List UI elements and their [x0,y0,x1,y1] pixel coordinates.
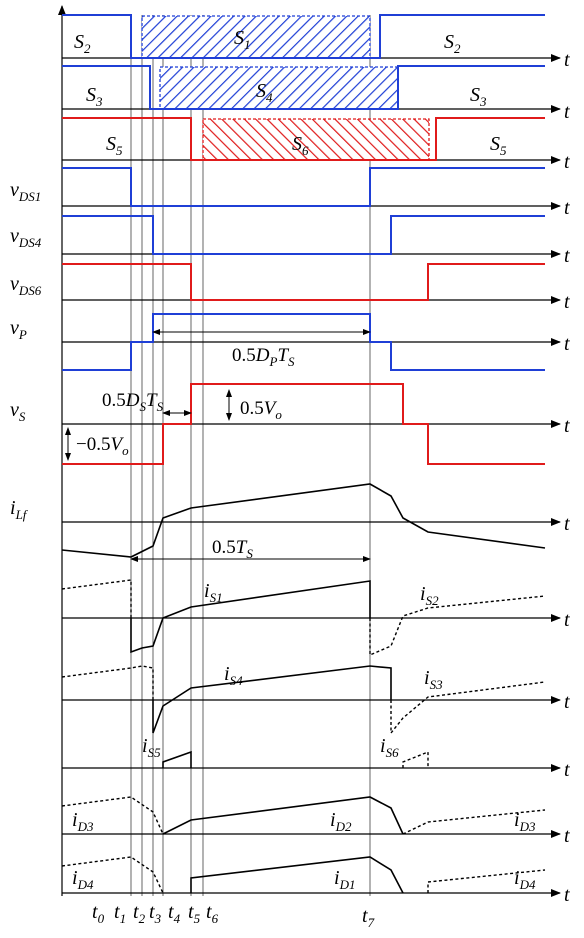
axis-t-10: t [564,609,570,631]
svg-text:iS6: iS6 [380,735,399,760]
svg-text:S4: S4 [256,80,273,105]
id4-id1-waveform: iD4 iD1 iD4 t [61,856,570,906]
svg-text:iD3: iD3 [514,809,536,834]
svg-text:iLf: iLf [10,497,29,522]
ts-annotation: 0.5TS [212,537,253,561]
time-instant-labels: t0 t1 t2 t3 t4 t5 t6 t7 [92,901,375,930]
vds6-waveform: vDS6 t [10,263,570,313]
gate-row-s1-s2: S2 S1 S2 t [62,14,570,71]
t1-label: t1 [114,901,126,926]
ds-annotation: 0.5DSTS [102,390,164,414]
t2-label: t2 [133,901,146,926]
svg-text:iD3: iD3 [72,809,94,834]
svg-text:S3: S3 [470,84,487,109]
svg-text:vDS1: vDS1 [10,179,41,204]
vp-waveform: vP 0.5DPTS t [10,313,570,371]
s2-gate-wave [62,14,545,59]
t4-label: t4 [168,901,181,926]
svg-text:S1: S1 [234,27,251,52]
svg-text:iS2: iS2 [420,583,439,608]
id3-id2-waveform: iD3 iD2 iD3 t [61,796,570,847]
is1-is2-waveform: iS1 iS2 t [61,579,570,657]
vo-neg-annotation: −0.5Vo [76,434,129,458]
vds1-waveform: vDS1 t [10,167,570,219]
s3-gate-wave [62,65,545,110]
svg-text:S6: S6 [292,133,309,158]
gate-row-s3-s4: S3 S4 S3 t [62,65,570,123]
gate-row-s5-s6: S5 S6 S5 t [62,117,570,173]
s5-gate-wave [62,117,545,161]
axis-t-4: t [564,197,570,219]
vs-waveform: vS 0.5DSTS 0.5Vo −0.5Vo t [10,383,570,465]
svg-text:iD4: iD4 [72,867,94,892]
axis-t-13: t [564,825,570,847]
svg-text:S5: S5 [490,133,507,158]
axis-t-7: t [564,333,570,355]
axis-t-9: t [564,513,570,535]
svg-text:S2: S2 [74,31,91,56]
axis-t-11: t [564,691,570,713]
t6-label: t6 [206,901,219,926]
s6-on-region [202,118,430,161]
t7-label: t7 [362,905,375,930]
is5-is6-waveform: iS5 iS6 t [62,735,570,781]
t3-label: t3 [149,901,162,926]
axis-t-14: t [564,884,570,906]
svg-text:vDS6: vDS6 [10,273,42,298]
svg-text:iD2: iD2 [330,809,352,834]
time-reference-lines [130,15,371,896]
axis-t-8: t [564,415,570,437]
axis-t-6: t [564,291,570,313]
s1-on-region [141,15,371,59]
svg-text:iS1: iS1 [204,580,223,605]
svg-text:S2: S2 [444,31,461,56]
vds4-waveform: vDS4 t [10,215,570,267]
svg-text:iD4: iD4 [514,867,536,892]
axis-t-3: t [564,151,570,173]
svg-text:iS5: iS5 [142,735,161,760]
svg-text:iS3: iS3 [424,667,443,692]
is4-is3-waveform: iS4 iS3 t [61,663,570,735]
svg-text:iD1: iD1 [334,867,355,892]
svg-text:S5: S5 [106,133,123,158]
svg-text:iS4: iS4 [224,663,243,688]
ilf-waveform: iLf 0.5TS t [10,483,570,562]
axis-t-5: t [564,245,570,267]
t0-label: t0 [92,901,105,926]
svg-text:vP: vP [10,317,27,342]
s4-on-region [159,66,399,110]
axis-t-2: t [564,101,570,123]
t5-label: t5 [188,901,201,926]
axis-t-1: t [564,49,570,71]
axis-t-12: t [564,759,570,781]
svg-text:vS: vS [10,399,26,424]
svg-text:S3: S3 [86,84,103,109]
dp-annotation: 0.5DPTS [232,345,295,369]
vo-pos-annotation: 0.5Vo [240,398,282,422]
svg-text:vDS4: vDS4 [10,225,42,250]
